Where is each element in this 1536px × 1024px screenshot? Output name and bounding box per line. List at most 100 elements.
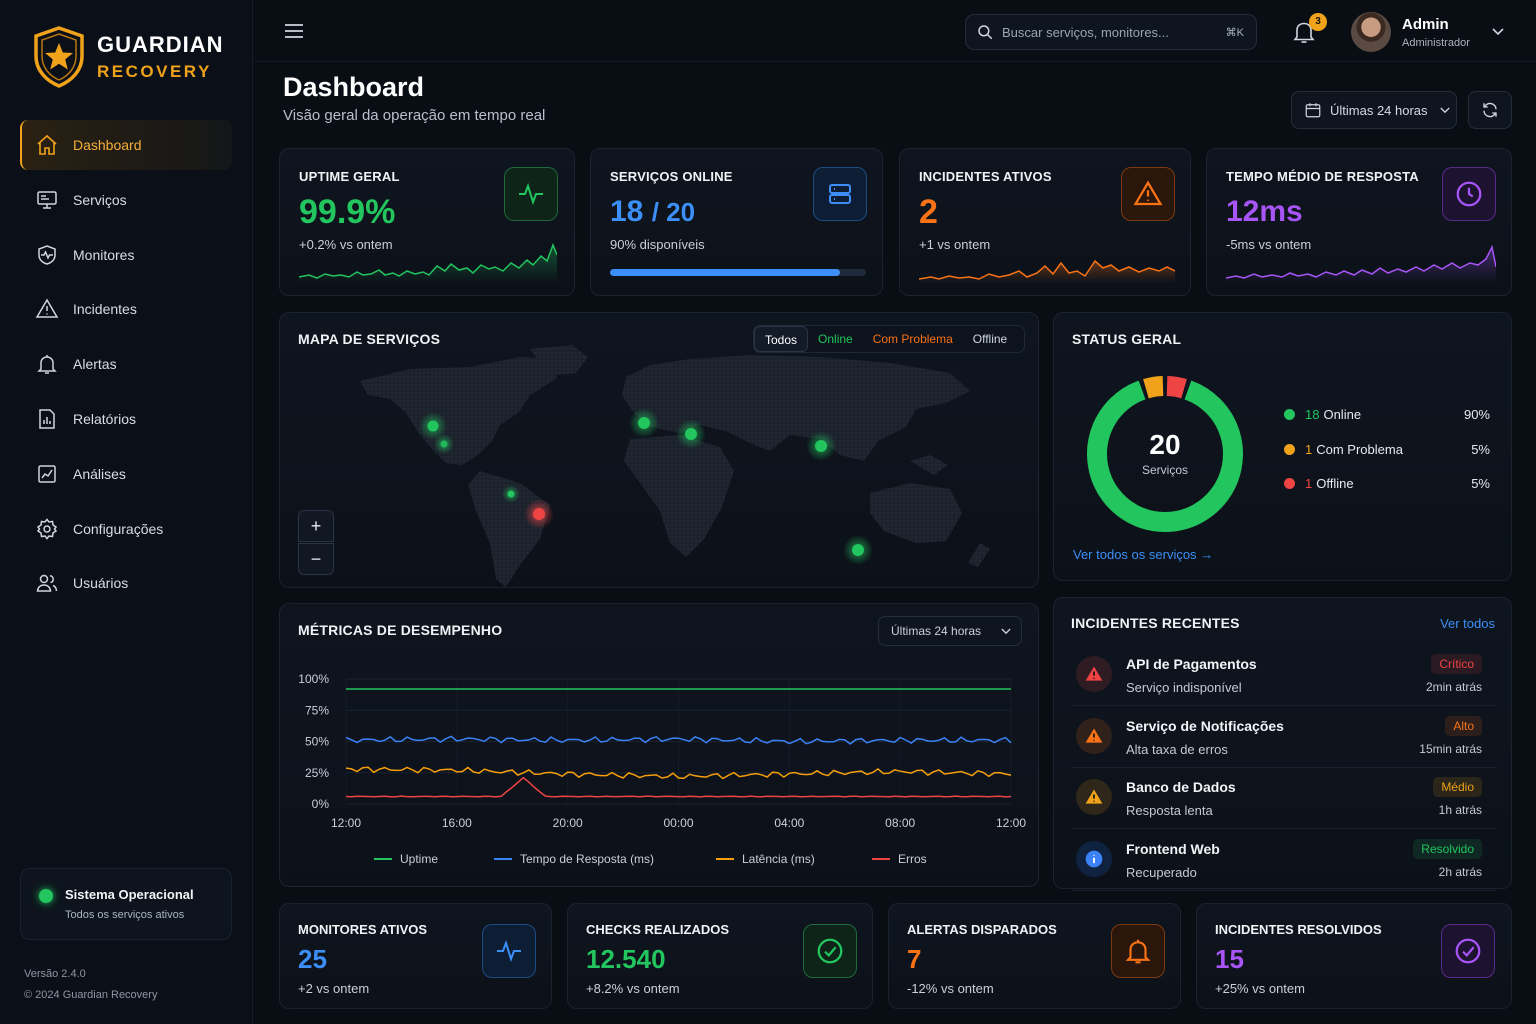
sidebar-item-label: Incidentes [73, 301, 137, 318]
bell-icon [37, 355, 57, 374]
legend-dot [1284, 444, 1295, 455]
kpi-label: UPTIME GERAL [299, 169, 400, 184]
response-sparkline [1226, 244, 1496, 283]
filter-offline[interactable]: Offline [972, 332, 1008, 346]
kpi-card-services-online[interactable]: SERVIÇOS ONLINE 18 / 20 90% disponíveis [590, 148, 883, 296]
legend-label: Online [1323, 407, 1362, 422]
view-all-incidents-link[interactable]: Ver todos [1440, 616, 1495, 631]
status-legend-problem: 1 Com Problema 5% [1284, 442, 1490, 457]
kpi-card-response-time[interactable]: TEMPO MÉDIO DE RESPOSTA 12ms -5ms vs ont… [1206, 148, 1512, 296]
legend-swatch [872, 858, 890, 860]
x-tick-label: 12:00 [331, 816, 361, 830]
y-tick-label: 50% [305, 735, 329, 749]
map-marker-online [427, 420, 439, 432]
search-input[interactable]: Buscar serviços, monitores... ⌘K [965, 14, 1257, 50]
incident-row[interactable]: API de Pagamentos Serviço indisponível Crí… [1072, 646, 1496, 706]
sidebar-item-dashboard[interactable]: Dashboard [20, 120, 232, 170]
stat-card-resolved[interactable]: INCIDENTES RESOLVIDOS 15 +25% vs ontem [1196, 903, 1512, 1009]
sidebar-item-alertas[interactable]: Alertas [20, 339, 232, 389]
x-tick-label: 12:00 [996, 816, 1026, 830]
zoom-out-button[interactable]: − [298, 543, 334, 575]
metrics-range-value: Últimas 24 horas [891, 624, 982, 638]
legend-label: Com Problema [1316, 442, 1403, 457]
clock-icon [1456, 181, 1482, 207]
sidebar-item-usuarios[interactable]: Usuários [20, 558, 232, 608]
sidebar-item-label: Configurações [73, 520, 164, 537]
status-overview-panel: STATUS GERAL 20 Serviços 18 Online 90% 1… [1053, 312, 1512, 581]
refresh-button[interactable] [1468, 91, 1512, 129]
map-marker-offline [533, 508, 545, 520]
legend-dot [1284, 409, 1295, 420]
world-map[interactable] [350, 343, 1010, 587]
system-status-title: Sistema Operacional [65, 887, 194, 902]
stat-label: INCIDENTES RESOLVIDOS [1215, 922, 1382, 937]
sidebar-item-analises[interactable]: Análises [20, 449, 232, 499]
y-tick-label: 75% [305, 703, 329, 717]
sidebar-item-configuracoes[interactable]: Configurações [20, 504, 232, 554]
uptime-sparkline [299, 242, 557, 283]
sidebar-item-monitores[interactable]: Monitores [20, 230, 232, 280]
legend-percent: 90% [1463, 407, 1490, 422]
user-role: Administrador [1402, 37, 1470, 49]
legend-dot [1284, 478, 1295, 489]
check-circle-icon [817, 938, 843, 964]
info-icon [1085, 850, 1103, 867]
avatar[interactable] [1351, 12, 1391, 52]
warning-icon [35, 298, 59, 319]
warning-icon [1085, 666, 1103, 681]
page-title: Dashboard [283, 72, 425, 102]
severity-badge: Crítico [1431, 654, 1482, 674]
series-line-2 [345, 735, 1012, 745]
donut-slice-offline [1166, 376, 1187, 399]
zoom-in-button[interactable]: + [298, 510, 334, 542]
date-range-select[interactable]: Últimas 24 horas [1291, 91, 1457, 129]
sidebar-item-incidentes[interactable]: Incidentes [20, 284, 232, 334]
incident-row[interactable]: Serviço de Notificações Alta taxa de erro… [1072, 708, 1496, 768]
sidebar-item-label: Alertas [73, 356, 117, 373]
stat-card-alerts[interactable]: ALERTAS DISPARADOS 7 -12% vs ontem [888, 903, 1181, 1009]
gear-icon [36, 517, 58, 540]
filter-all[interactable]: Todos [754, 326, 809, 352]
brand-logo[interactable]: GUARDIAN RECOVERY [33, 26, 224, 88]
filter-problem[interactable]: Com Problema [872, 332, 953, 346]
incident-row[interactable]: Frontend Web Recuperado Resolvido 2h atrás [1072, 831, 1496, 891]
kpi-card-uptime[interactable]: UPTIME GERAL 99.9% +0.2% vs ontem [279, 148, 575, 296]
map-marker-online [638, 417, 650, 429]
notifications-bell-icon[interactable] [1292, 19, 1316, 45]
link-label: Ver todos os serviços [1073, 547, 1197, 562]
donut-total-label: Serviços [1141, 463, 1188, 477]
status-dot [39, 889, 53, 903]
chevron-down-icon[interactable] [1492, 28, 1504, 36]
user-name[interactable]: Admin [1402, 16, 1449, 33]
series-line-3 [345, 766, 1012, 780]
metrics-range-select[interactable]: Últimas 24 horas [878, 616, 1022, 646]
services-progress-bar [610, 269, 841, 276]
x-tick-label: 00:00 [663, 816, 693, 830]
stat-value: 25 [298, 944, 327, 974]
kpi-label: SERVIÇOS ONLINE [610, 169, 733, 184]
sidebar-item-relatorios[interactable]: Relatórios [20, 394, 232, 444]
service-map-panel: MAPA DE SERVIÇOS Todos Online Com Proble… [279, 312, 1039, 588]
section-title: STATUS GERAL [1072, 331, 1182, 347]
donut-total: 20 [1149, 429, 1181, 460]
stat-card-monitors[interactable]: MONITORES ATIVOS 25 +2 vs ontem [279, 903, 552, 1009]
legend-uptime: Uptime [374, 852, 438, 866]
legend-label: Latência (ms) [742, 852, 815, 866]
users-icon [36, 575, 58, 593]
kpi-icon-box [813, 167, 867, 221]
kpi-card-active-incidents[interactable]: INCIDENTES ATIVOS 2 +1 vs ontem [899, 148, 1191, 296]
incident-row[interactable]: Banco de Dados Resposta lenta Médio 1h atrá… [1072, 769, 1496, 829]
severity-badge: Médio [1433, 777, 1482, 797]
recent-incidents-panel: INCIDENTES RECENTES Ver todos API de Pag… [1053, 597, 1512, 891]
kpi-icon-box [1442, 167, 1496, 221]
system-status-panel: Sistema Operacional Todos os serviços at… [20, 868, 232, 940]
system-status-subtitle: Todos os serviços ativos [65, 909, 185, 921]
incident-icon-bg [1076, 840, 1112, 877]
stat-icon-box [1441, 924, 1495, 978]
filter-online[interactable]: Online [818, 332, 853, 346]
view-all-services-link[interactable]: Ver todos os serviços → [1073, 547, 1213, 562]
sidebar-item-servicos[interactable]: Serviços [20, 175, 232, 225]
legend-label: Offline [1316, 476, 1354, 491]
stat-card-checks[interactable]: CHECKS REALIZADOS 12.540 +8.2% vs ontem [567, 903, 873, 1009]
menu-icon[interactable] [284, 23, 304, 39]
